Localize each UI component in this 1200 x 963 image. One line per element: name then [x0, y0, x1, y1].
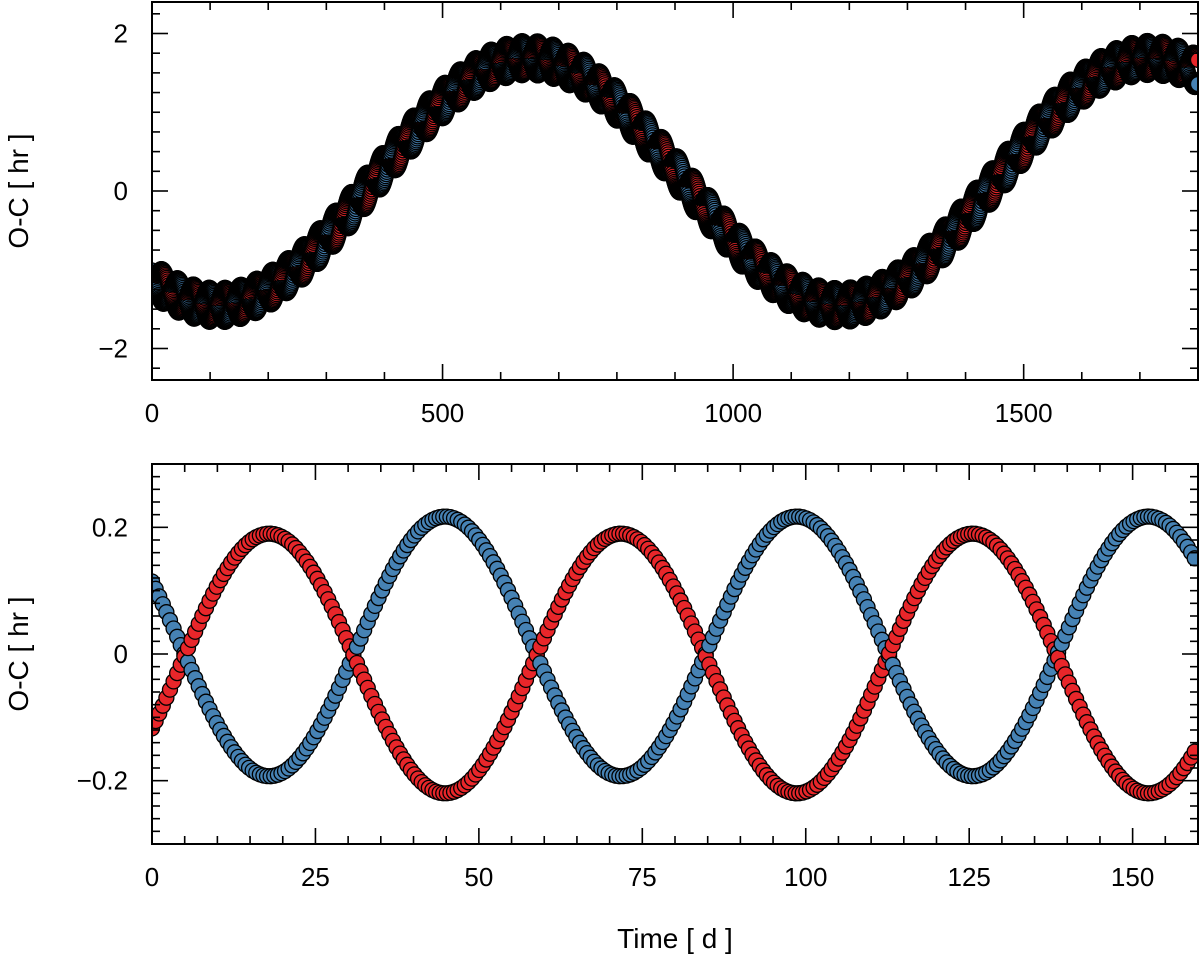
y-tick-label: −0.2 [77, 766, 128, 796]
y-tick-label: 0 [114, 639, 128, 669]
x-tick-label: 0 [145, 398, 159, 428]
x-tick-label: 75 [628, 862, 657, 892]
bottom-y-axis-label: O-C [ hr ] [3, 596, 34, 711]
x-tick-label: 25 [301, 862, 330, 892]
bottom-series-points [145, 509, 1200, 801]
y-tick-label: −2 [98, 334, 128, 364]
x-tick-label: 0 [145, 862, 159, 892]
x-tick-label: 125 [947, 862, 990, 892]
x-tick-label: 500 [421, 398, 464, 428]
y-tick-label: 0 [114, 176, 128, 206]
x-tick-label: 100 [784, 862, 827, 892]
top-y-axis-label: O-C [ hr ] [3, 133, 34, 248]
x-tick-label: 150 [1111, 862, 1154, 892]
top-series-points [145, 34, 1200, 330]
bottom-x-tick-labels: 0 25 50 75 100 125 150 [145, 862, 1155, 892]
bottom-plot-frame [152, 464, 1198, 844]
bottom-panel: 0 25 50 75 100 125 150 −0.2 0 0.2 O-C [ hr ] Tim… [3, 464, 1200, 954]
bottom-y-tick-labels: −0.2 0 0.2 [77, 512, 128, 795]
top-x-tick-labels: 0 500 1000 1500 [145, 398, 1053, 428]
bottom-x-axis-label: Time [ d ] [617, 923, 733, 954]
x-tick-label: 1000 [704, 398, 762, 428]
top-panel: 0 500 1000 1500 −2 0 2 O-C [ hr ] [3, 2, 1200, 428]
top-y-tick-labels: −2 0 2 [98, 19, 128, 364]
y-tick-label: 2 [114, 19, 128, 49]
y-tick-label: 0.2 [92, 512, 128, 542]
bottom-axis-ticks [152, 464, 1198, 844]
x-tick-label: 50 [464, 862, 493, 892]
x-tick-label: 1500 [995, 398, 1053, 428]
